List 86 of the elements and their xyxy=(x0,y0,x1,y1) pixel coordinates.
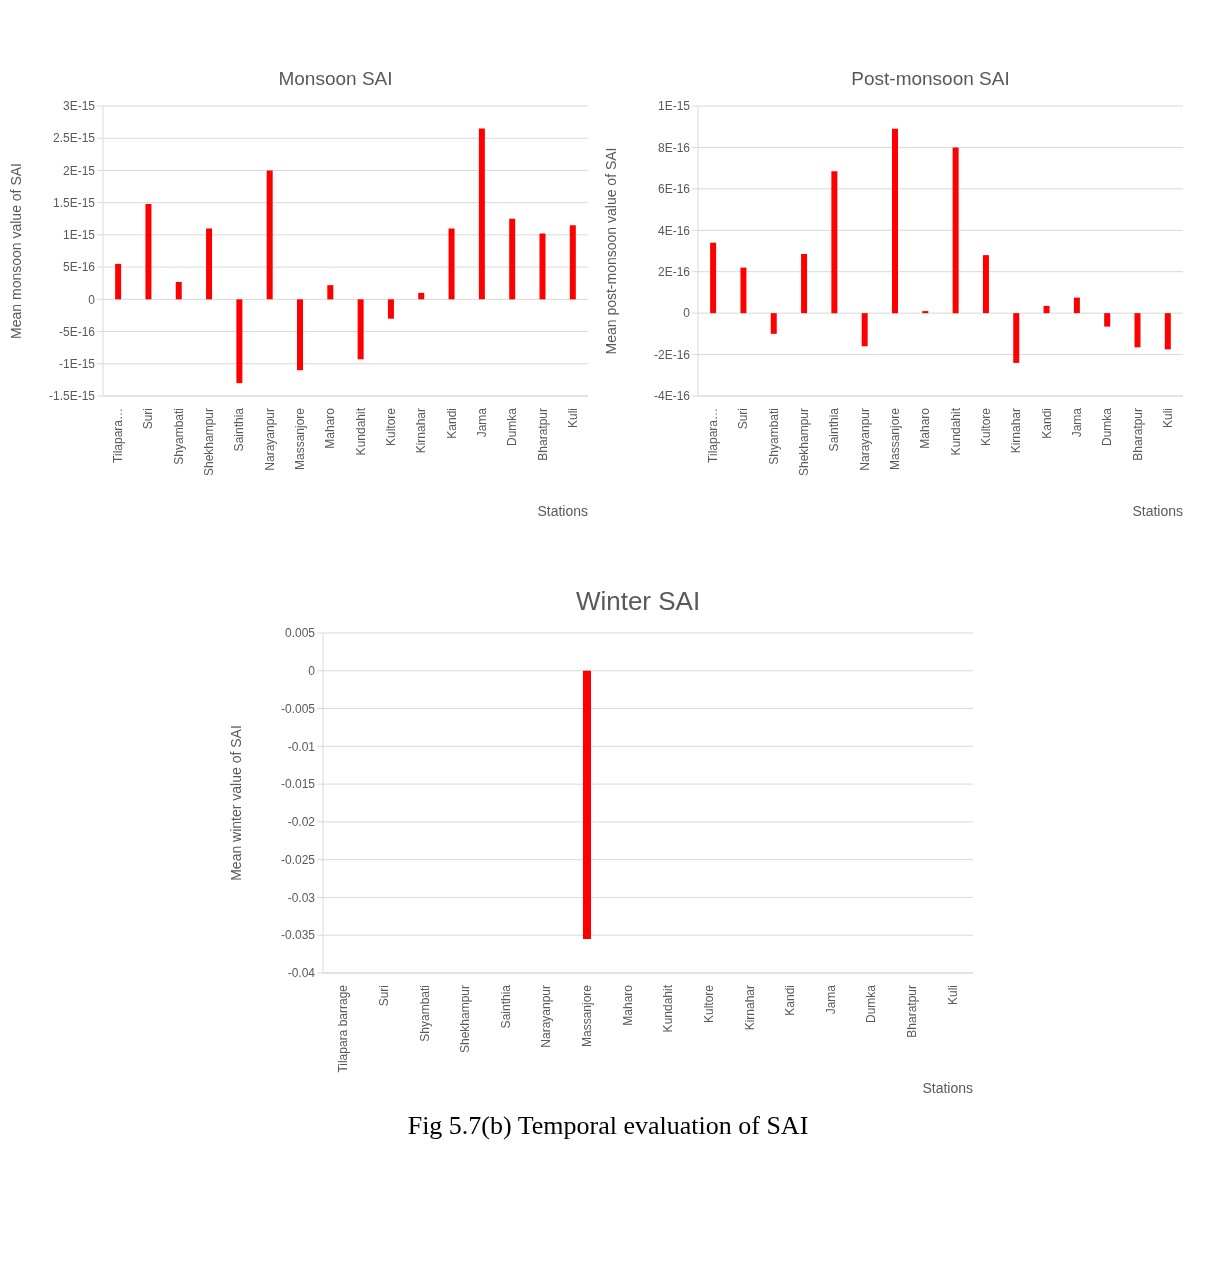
x-tick-label: Suri xyxy=(141,408,156,430)
x-tick-label: Sainthia xyxy=(498,984,513,1029)
x-tick-label: Kirnahar xyxy=(414,408,429,454)
x-tick-label: Shekhampur xyxy=(202,408,217,477)
x-tick-label: Bharatpur xyxy=(905,985,920,1038)
x-tick-label: Maharo xyxy=(918,407,933,449)
y-tick-label: 2E-15 xyxy=(62,163,96,178)
y-tick-label: 3E-15 xyxy=(62,99,96,114)
x-tick-label: Kandi xyxy=(1039,408,1054,439)
x-tick-label: Jama xyxy=(1069,407,1084,438)
y-tick-label: 8E-16 xyxy=(657,140,691,155)
x-tick-label: Dumka xyxy=(1100,407,1115,447)
x-tick-label: Kultore xyxy=(383,407,398,447)
x-tick-label: Kuli xyxy=(945,985,960,1006)
x-tick-label: Narayanpur xyxy=(539,985,554,1048)
y-tick-label: -0.015 xyxy=(280,777,316,792)
y-tick-label: 0 xyxy=(308,664,316,679)
x-tick-label: Sainthia xyxy=(827,407,842,452)
y-tick-label: -0.025 xyxy=(280,852,316,867)
x-tick-label: Kultore xyxy=(978,407,993,447)
y-tick-label: -0.01 xyxy=(287,739,316,754)
y-tick-label: 2E-16 xyxy=(657,264,691,279)
caption: Fig 5.7(b) Temporal evaluation of SAI xyxy=(406,1111,810,1141)
x-tick-label: Massanjore xyxy=(888,407,903,471)
y-axis-title: Mean winter value of SAI xyxy=(227,725,244,881)
x-tick-label: Maharo xyxy=(323,407,338,449)
x-tick-label: Kuli xyxy=(565,408,580,429)
x-tick-label: Kandi xyxy=(444,408,459,439)
x-tick-label: Kirnahar xyxy=(1009,408,1024,454)
x-tick-label: Massanjore xyxy=(293,407,308,471)
x-tick-label: Kandi xyxy=(783,985,798,1016)
x-tick-label: Suri xyxy=(736,408,751,430)
x-tick-label: Sainthia xyxy=(232,407,247,452)
x-tick-label: Dumka xyxy=(864,984,879,1024)
y-tick-label: 0 xyxy=(88,292,96,307)
y-axis-title: Mean monsoon value of SAI xyxy=(7,163,24,339)
y-tick-label: -1E-15 xyxy=(58,357,96,372)
x-tick-label: Suri xyxy=(376,985,391,1007)
x-tick-label: Tilapara… xyxy=(111,408,126,463)
x-tick-label: Kundahit xyxy=(661,984,676,1033)
y-tick-label: 4E-16 xyxy=(657,223,691,238)
y-tick-label: -1.5E-15 xyxy=(48,389,96,404)
y-tick-label: -0.02 xyxy=(287,815,316,830)
y-tick-label: 1.5E-15 xyxy=(52,195,96,210)
x-tick-label: Tilapara… xyxy=(706,408,721,463)
y-tick-label: -0.035 xyxy=(280,928,316,943)
y-tick-label: -0.005 xyxy=(280,701,316,716)
x-tick-label: Jama xyxy=(474,407,489,438)
chart-title: Monsoon SAI xyxy=(277,68,394,90)
x-tick-label: Narayanpur xyxy=(262,408,277,471)
y-tick-label: 0.005 xyxy=(284,626,316,641)
x-tick-label: Kundahit xyxy=(353,407,368,456)
x-tick-label: Shekhampur xyxy=(797,408,812,477)
x-tick-label: Maharo xyxy=(620,984,635,1026)
x-tick-label: Kundahit xyxy=(948,407,963,456)
x-tick-label: Massanjore xyxy=(580,984,595,1048)
y-tick-label: 6E-16 xyxy=(657,182,691,197)
x-tick-label: Shyambati xyxy=(417,985,432,1042)
x-tick-label: Shekhampur xyxy=(458,985,473,1054)
y-tick-label: 1E-15 xyxy=(657,99,691,114)
x-tick-label: Bharatpur xyxy=(1130,408,1145,461)
x-axis-title: Stations xyxy=(922,1080,973,1096)
y-tick-label: 0 xyxy=(683,306,691,321)
chart-title: Winter SAI xyxy=(574,586,702,617)
y-tick-label: 2.5E-15 xyxy=(52,131,96,146)
x-tick-label: Shyambati xyxy=(766,408,781,465)
y-tick-label: -4E-16 xyxy=(653,389,691,404)
y-tick-label: -5E-16 xyxy=(58,324,96,339)
x-tick-label: Jama xyxy=(823,984,838,1015)
x-tick-label: Narayanpur xyxy=(857,408,872,471)
y-tick-label: 1E-15 xyxy=(62,228,96,243)
y-tick-label: -0.04 xyxy=(287,966,316,981)
x-axis-title: Stations xyxy=(537,503,588,519)
x-tick-label: Dumka xyxy=(505,407,520,447)
x-tick-label: Kultore xyxy=(701,984,716,1024)
y-axis-title: Mean post-monsoon value of SAI xyxy=(602,147,619,355)
y-tick-label: 5E-16 xyxy=(62,260,96,275)
x-tick-label: Kuli xyxy=(1160,408,1175,429)
x-tick-label: Bharatpur xyxy=(535,408,550,461)
x-tick-label: Tilapara barrage xyxy=(336,984,351,1073)
x-tick-label: Kirnahar xyxy=(742,985,757,1031)
y-tick-label: -2E-16 xyxy=(653,347,691,362)
chart-title: Post-monsoon SAI xyxy=(850,68,1011,90)
x-axis-title: Stations xyxy=(1132,503,1183,519)
y-tick-label: -0.03 xyxy=(287,890,316,905)
x-tick-label: Shyambati xyxy=(171,408,186,465)
